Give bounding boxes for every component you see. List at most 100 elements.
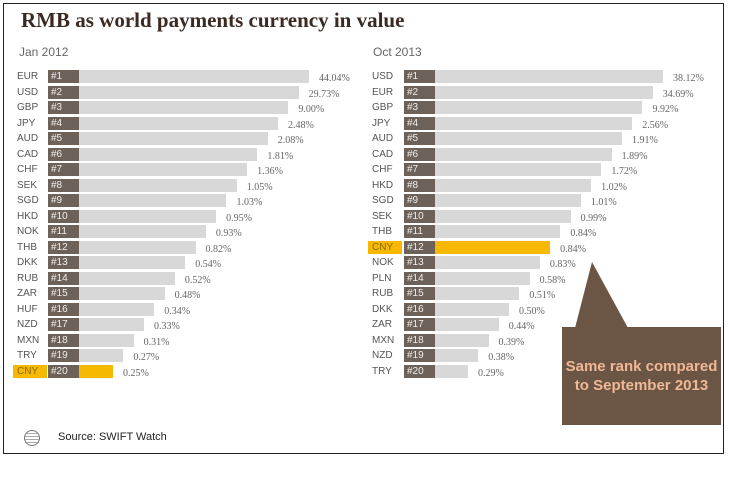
currency-label: CAD [17, 148, 39, 160]
currency-label: HKD [372, 179, 394, 191]
rank-badge: #16 [48, 302, 79, 316]
currency-label: NZD [17, 319, 38, 330]
currency-label: CNY [368, 240, 402, 254]
value-label: 0.54% [195, 259, 222, 270]
value-label: 1.02% [601, 181, 627, 193]
value-label: 1.36% [257, 166, 283, 177]
bar [435, 364, 468, 378]
bar [435, 240, 551, 254]
currency-label: NOK [17, 226, 39, 237]
chart-title: RMB as world payments currency in value [21, 8, 405, 32]
right-subtitle: Oct 2013 [373, 45, 422, 59]
bar [435, 85, 653, 99]
rank-badge: #7 [48, 163, 79, 176]
value-label: 0.52% [184, 274, 211, 286]
value-label: 34.69% [662, 88, 694, 100]
value-label: 0.84% [570, 228, 597, 239]
value-label: 1.05% [246, 181, 273, 193]
value-label: 9.92% [652, 104, 679, 115]
currency-label: JPY [372, 117, 391, 129]
rank-badge: #18 [48, 333, 79, 347]
callout-box: Same rank compared to September 2013 [562, 327, 721, 425]
bar [435, 194, 581, 207]
currency-label: PLN [372, 272, 392, 284]
currency-label: AUD [17, 133, 39, 144]
bar [435, 287, 520, 300]
currency-label: RUB [372, 288, 394, 299]
bar [435, 209, 571, 223]
value-label: 0.58% [539, 274, 566, 286]
currency-label: DKK [372, 303, 393, 315]
bar [435, 333, 489, 347]
rank-badge: #10 [404, 209, 435, 223]
value-label: 0.82% [205, 243, 232, 255]
bar [79, 271, 175, 285]
bar [79, 194, 227, 207]
rank-badge: #4 [48, 116, 79, 130]
value-label: 0.44% [508, 321, 535, 332]
bar [79, 147, 258, 161]
rank-badge: #1 [48, 70, 79, 83]
rank-badge: #17 [404, 318, 435, 331]
bar [435, 163, 602, 176]
value-label: 1.03% [236, 197, 263, 208]
rank-badge: #8 [48, 178, 79, 192]
rank-badge: #16 [404, 302, 435, 316]
value-label: 1.81% [267, 150, 294, 162]
value-label: 0.93% [215, 228, 242, 239]
currency-label: NOK [372, 257, 394, 268]
rank-badge: #12 [48, 240, 79, 254]
rank-badge: #18 [404, 333, 435, 347]
bar [435, 116, 633, 130]
currency-label: CAD [372, 148, 394, 160]
currency-label: JPY [17, 117, 36, 129]
rank-badge: #11 [48, 225, 79, 238]
currency-label: GBP [372, 102, 394, 113]
bar [79, 256, 186, 269]
currency-label: SGD [17, 195, 39, 206]
currency-label: GBP [17, 102, 39, 113]
value-label: 38.12% [673, 73, 704, 84]
chart-frame [3, 3, 724, 454]
rank-badge: #5 [404, 132, 435, 145]
currency-label: TRY [17, 350, 37, 361]
rank-badge: #7 [404, 163, 435, 176]
value-label: 0.33% [153, 321, 180, 332]
bar [79, 132, 268, 145]
value-label: 0.39% [498, 336, 525, 348]
value-label: 0.50% [519, 305, 545, 317]
rank-badge: #19 [48, 349, 79, 362]
value-label: 9.00% [298, 104, 325, 115]
currency-label: ZAR [17, 288, 37, 299]
currency-label: SGD [372, 195, 394, 206]
value-label: 0.99% [580, 212, 607, 224]
bar [79, 240, 196, 254]
currency-label: CHF [17, 164, 38, 175]
value-label: 0.95% [226, 212, 252, 224]
value-label: 1.72% [611, 166, 638, 177]
bar [79, 302, 155, 316]
rank-badge: #11 [404, 225, 435, 238]
value-label: 2.08% [277, 135, 304, 146]
currency-label: SEK [372, 210, 393, 222]
bar [435, 225, 561, 238]
bar [435, 318, 499, 331]
bar [79, 349, 124, 362]
bar [79, 163, 248, 176]
bar [435, 349, 479, 362]
value-label: 1.01% [590, 197, 617, 208]
value-label: 0.34% [164, 305, 191, 317]
value-label: 2.56% [642, 119, 669, 131]
rank-badge: #12 [404, 240, 435, 254]
bar [435, 271, 530, 285]
value-label: 0.83% [549, 259, 576, 270]
rank-badge: #17 [48, 318, 79, 331]
bar [79, 178, 237, 192]
currency-label: CHF [372, 164, 393, 175]
value-label: 0.48% [174, 290, 201, 301]
bar [79, 116, 279, 130]
bar [435, 70, 663, 83]
rank-badge: #2 [404, 85, 435, 99]
currency-label: EUR [17, 71, 39, 82]
value-label: 2.48% [288, 119, 314, 131]
